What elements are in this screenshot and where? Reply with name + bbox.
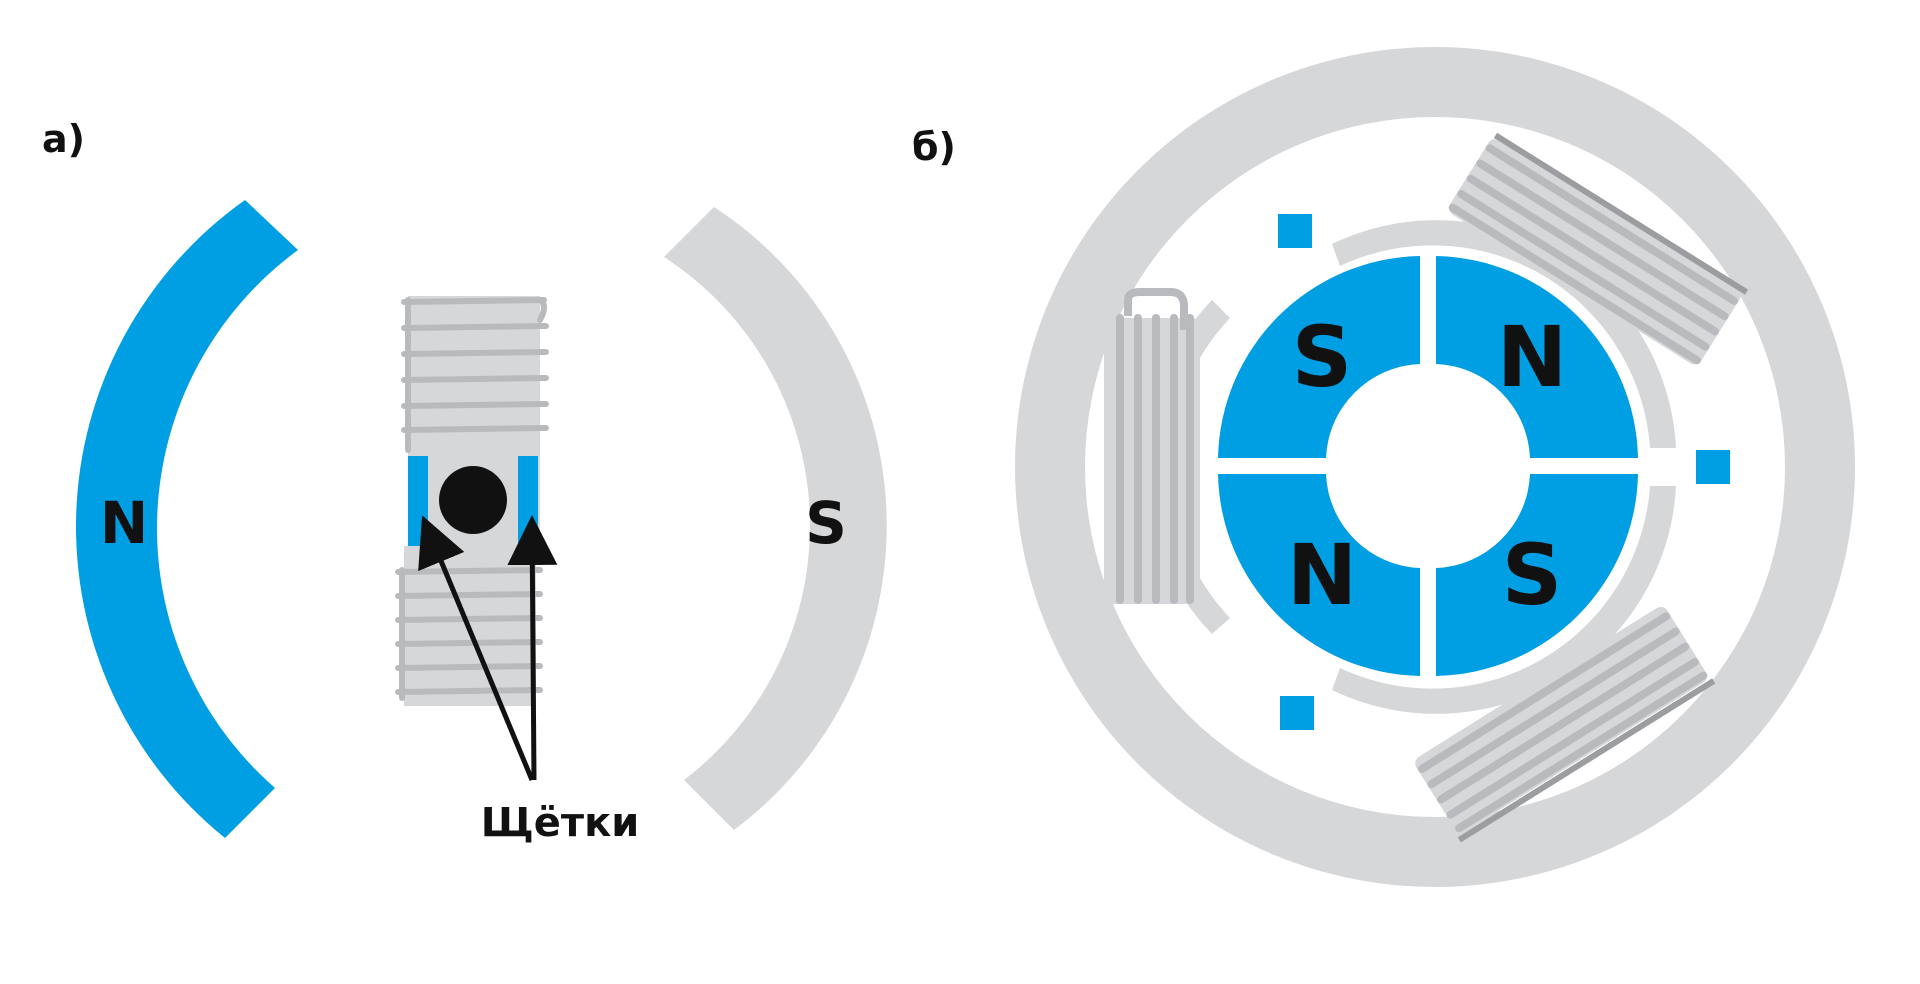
armature-upper-coil [401,297,549,453]
panel-b: б) [912,47,1855,887]
stator-coil-left [1104,288,1200,604]
hall-sensor-bottom [1280,696,1314,730]
stator-coil-upper-right [1448,132,1749,365]
rotor-quadrant-top-right [1436,256,1638,458]
panel-a-label: а) [42,117,85,161]
shaft [439,466,507,534]
rotor-quadrant-bottom-right [1436,474,1638,676]
pointer-left-brush [418,515,535,781]
hall-sensor-top [1278,214,1312,248]
armature [395,296,549,706]
armature-lower-coil [395,567,543,701]
brush-left [408,456,428,546]
panel-a: а) N S [42,117,887,846]
rotor-pole-bottom-right: S [1502,526,1563,624]
brush-right [518,456,538,546]
magnet-north-label: N [100,489,149,557]
brushes-caption: Щётки [481,800,640,846]
brush-pointers [418,515,558,781]
magnet-south-arc [664,207,887,830]
hall-sensor-right [1696,450,1730,484]
magnet-north-arc [76,200,299,838]
panel-b-label: б) [912,125,956,169]
magnet-south-label: S [805,489,847,557]
stator-coil-lower-right [1415,606,1716,843]
pointer-right-brush [507,515,558,781]
rotor-pole-bottom-left: N [1287,526,1357,624]
rotor-quadrant-bottom-left [1218,474,1420,676]
rotor [1218,256,1638,676]
rotor-quadrant-top-left [1218,256,1420,458]
rotor-pole-top-left: S [1292,308,1353,406]
rotor-pole-top-right: N [1497,308,1567,406]
